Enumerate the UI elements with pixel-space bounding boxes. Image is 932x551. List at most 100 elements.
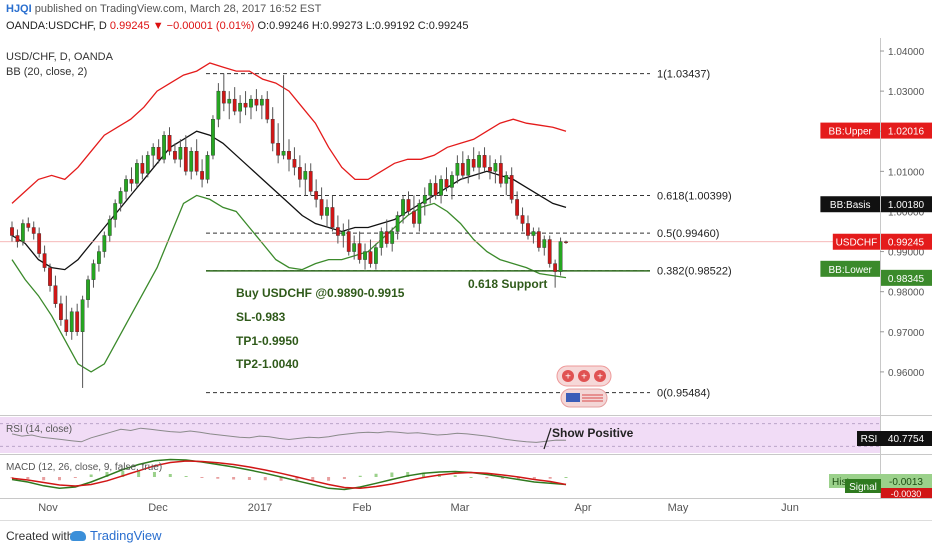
candle[interactable] [433,175,438,200]
candle[interactable] [368,239,373,268]
candle[interactable] [259,95,264,120]
candle[interactable] [249,95,253,120]
candle[interactable] [493,159,498,184]
author-name[interactable]: HJQI [6,3,32,15]
candle[interactable] [390,227,395,252]
candle[interactable] [48,263,52,292]
candle[interactable] [135,159,139,188]
candle[interactable] [374,243,378,270]
candle[interactable] [238,95,243,124]
candle[interactable] [466,155,471,184]
candle[interactable] [297,155,302,188]
candle[interactable] [428,179,433,204]
candle[interactable] [341,223,346,248]
candle[interactable] [162,131,166,164]
candle[interactable] [232,87,237,116]
candle[interactable] [460,151,465,180]
candle[interactable] [205,151,210,184]
candle[interactable] [412,195,416,228]
candle[interactable] [15,229,20,248]
candle[interactable] [450,171,454,200]
candle[interactable] [395,211,400,240]
candle[interactable] [406,191,411,216]
candle[interactable] [363,243,367,270]
candle[interactable] [69,307,74,340]
candle[interactable] [91,259,96,288]
candle[interactable] [20,219,25,246]
candle[interactable] [564,240,568,244]
candle[interactable] [183,135,188,176]
candle[interactable] [352,235,357,260]
candle[interactable] [221,73,226,112]
candle[interactable] [417,199,422,232]
candle[interactable] [330,195,335,232]
candle[interactable] [439,175,443,204]
candle[interactable] [270,107,275,152]
candle[interactable] [509,167,514,204]
candle[interactable] [515,191,520,220]
candle[interactable] [482,147,487,172]
candle[interactable] [281,75,286,160]
candle[interactable] [211,115,215,160]
candle[interactable] [26,217,31,232]
candle[interactable] [558,237,563,276]
candle[interactable] [10,221,14,242]
candle[interactable] [335,215,340,244]
candle[interactable] [379,227,384,256]
candle[interactable] [536,227,541,252]
candle[interactable] [124,175,128,200]
candle[interactable] [86,275,90,308]
candle[interactable] [547,235,552,268]
candle[interactable] [498,155,503,188]
candle[interactable] [194,139,199,176]
candle[interactable] [118,187,123,212]
plus-icon[interactable] [578,370,590,382]
candle[interactable] [189,147,194,180]
candle[interactable] [145,151,150,178]
candle[interactable] [31,221,36,240]
plus-icon[interactable] [562,370,574,382]
candle[interactable] [488,155,492,180]
candle[interactable] [97,245,101,272]
candle[interactable] [325,199,329,228]
candle[interactable] [444,167,449,192]
candle[interactable] [542,235,547,256]
candle[interactable] [200,159,204,188]
candle[interactable] [520,207,525,232]
candle[interactable] [401,195,405,224]
candle[interactable] [167,127,172,156]
candle[interactable] [254,89,259,112]
candle[interactable] [58,295,63,326]
candle[interactable] [64,295,69,336]
candle[interactable] [102,231,107,258]
candle[interactable] [151,143,156,168]
candle[interactable] [346,219,351,256]
candle[interactable] [319,187,324,220]
candle[interactable] [265,91,270,124]
candle[interactable] [37,227,42,258]
candle[interactable] [384,219,389,248]
candle[interactable] [53,275,58,308]
candle[interactable] [243,91,248,116]
candle[interactable] [308,163,313,196]
candle[interactable] [173,143,177,164]
candle[interactable] [216,83,221,128]
candle[interactable] [531,227,536,244]
candle[interactable] [477,151,481,180]
candle[interactable] [471,147,476,172]
candle[interactable] [357,231,362,264]
candle[interactable] [526,215,530,240]
tradingview-logo[interactable]: TradingView [70,528,162,543]
candle[interactable] [178,139,183,168]
candle[interactable] [80,295,85,388]
candle[interactable] [504,171,509,196]
candle[interactable] [227,91,232,120]
candle[interactable] [129,167,134,192]
candle[interactable] [303,163,308,196]
floating-toolbar[interactable]: + + + [556,365,612,408]
candle[interactable] [42,245,47,272]
main-pane[interactable] [0,38,880,414]
candle[interactable] [113,199,118,228]
candle[interactable] [553,259,558,288]
candle[interactable] [156,139,161,164]
